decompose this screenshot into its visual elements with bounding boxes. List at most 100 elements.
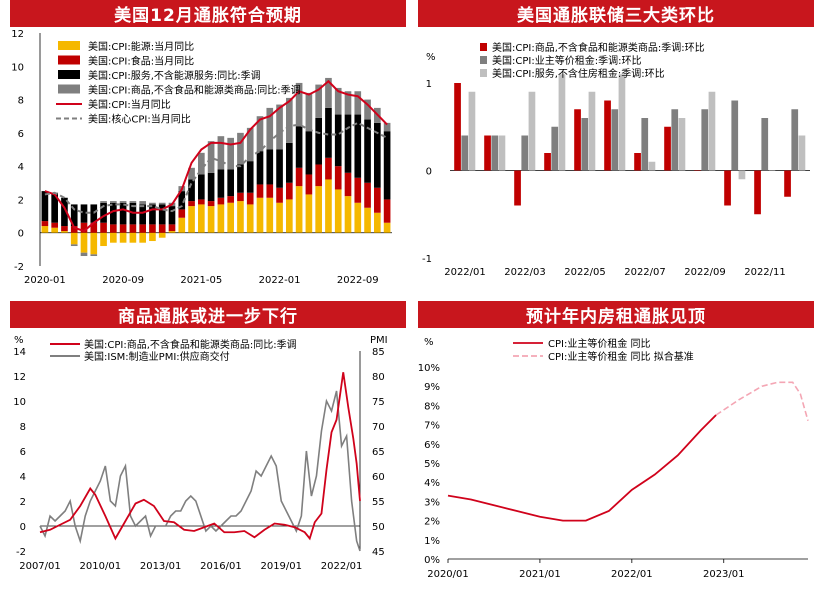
y-tick-label: 1 [426, 79, 432, 90]
legend-label: 美国:CPI:服务,不含能源服务:同比:季调 [88, 69, 261, 82]
food-bar [100, 222, 107, 233]
y-tick-label: 12 [13, 372, 26, 383]
energy-bar [90, 232, 98, 255]
food-bar [276, 187, 283, 203]
panel-goods-inflation: 商品通胀或进一步下行 % PMI -2 0 2 4 6 8 10 12 14 45 50 55 60 65 70… [0, 301, 406, 594]
x-tick-label: 2022-01 [259, 275, 301, 286]
food-bar [217, 197, 225, 205]
y-tick-label: 10% [418, 363, 440, 374]
oer-mom-bar [641, 118, 649, 171]
oer-mom-bar [791, 109, 799, 171]
energy-bar [41, 226, 49, 233]
x-tick-label: 2007/01 [19, 561, 61, 572]
energy-bar [286, 199, 293, 233]
food-bar [61, 226, 68, 232]
y2-axis-unit: PMI [370, 335, 388, 346]
food-bar [364, 182, 371, 208]
oer-mom-bar [761, 118, 769, 171]
panel-2-title: 美国通胀联储三大类环比 [418, 0, 814, 27]
services-bar [61, 197, 68, 227]
legend-label: 美国:CPI:当月同比 [88, 98, 171, 111]
x-tick-label: 2022/01 [444, 267, 486, 278]
core-goods-bar [246, 127, 254, 162]
core-cpi-yoy-line [44, 121, 388, 214]
legend-label: 美国:CPI:服务,不含住房租金:季调:环比 [492, 67, 665, 80]
energy-bar [237, 201, 244, 233]
energy-bar [178, 217, 186, 233]
services-ex-rent-mom-bar [558, 74, 566, 171]
oer-mom-bar [461, 135, 469, 171]
y-tick-label: 2 [18, 195, 24, 206]
energy-bar [305, 194, 313, 233]
core-goods-mom-bar [604, 100, 611, 171]
services-ex-rent-mom-bar [708, 91, 716, 171]
panel-4-title: 预计年内房租通胀见顶 [418, 301, 814, 328]
x-tick-label: 2022/01 [611, 569, 653, 580]
services-bar [139, 204, 146, 225]
oer-mom-bar [671, 109, 679, 171]
y-tick-label: 12 [11, 29, 24, 40]
services-ex-rent-mom-bar [678, 118, 686, 171]
y-tick-label: -2 [14, 262, 24, 273]
y2-tick-label: 45 [372, 547, 385, 558]
y-tick-label: 5% [424, 459, 440, 470]
services-bar [246, 161, 254, 193]
services-bar [344, 114, 352, 173]
oer-mom-bar [581, 118, 589, 171]
core-goods-mom-bar [634, 153, 641, 171]
services-ex-rent-mom-bar [528, 91, 536, 171]
food-bar [344, 172, 352, 197]
core-goods-mom-bar [484, 135, 491, 171]
core-goods-mom-bar [574, 109, 581, 171]
energy-bar [256, 197, 264, 233]
energy-bar [364, 207, 371, 233]
x-tick-label: 2022/11 [744, 267, 786, 278]
energy-bar [158, 232, 166, 238]
legend-label: 美国:CPI:商品,不含食品和能源类商品:同比:季调 [84, 338, 297, 351]
core-goods-bar [295, 82, 303, 127]
x-tick-label: 2020-01 [24, 275, 66, 286]
services-bar [149, 204, 156, 225]
services-bar [158, 204, 166, 225]
core-goods-bar [266, 107, 274, 150]
legend-label: 美国:核心CPI:当月同比 [88, 113, 191, 126]
energy-bar [198, 204, 205, 233]
energy-bar [325, 179, 332, 233]
services-ex-rent-mom-bar [738, 170, 746, 180]
y-tick-label: 8 [18, 96, 24, 107]
x-tick-label: 2021/01 [519, 569, 561, 580]
energy-bar [119, 232, 127, 243]
legend-swatch [480, 43, 487, 51]
services-ex-rent-mom-bar [798, 135, 806, 171]
y2-tick-label: 75 [372, 397, 385, 408]
core-goods-bar [149, 202, 156, 205]
chart-goods-inflation: % PMI -2 0 2 4 6 8 10 12 14 45 50 55 60 65 70 75 80 85 2007/… [13, 335, 388, 572]
core-goods-cpi-line [39, 372, 361, 541]
y2-tick-label: 85 [372, 347, 385, 358]
food-bar [266, 184, 274, 198]
oer-mom-bar [701, 109, 709, 171]
y-tick-label: 0 [18, 229, 24, 240]
energy-bar [129, 232, 137, 243]
energy-bar [207, 206, 215, 233]
services-bar [256, 151, 264, 185]
energy-bar [80, 232, 88, 253]
food-bar [139, 224, 146, 233]
core-goods-bar [237, 132, 244, 165]
services-bar [334, 114, 342, 167]
core-goods-bar [129, 201, 137, 203]
core-goods-bar [198, 152, 205, 175]
food-bar [51, 222, 58, 228]
y2-tick-label: 50 [372, 522, 385, 533]
services-ex-rent-mom-bar [648, 161, 656, 171]
energy-bar [110, 232, 117, 243]
legend-swatch [58, 41, 80, 50]
energy-bar [295, 186, 303, 233]
core-goods-mom-bar [544, 153, 551, 171]
cpi-yoy-line [44, 79, 388, 233]
food-bar [129, 224, 137, 233]
core-goods-mom-bar [514, 170, 521, 206]
energy-bar [315, 186, 322, 233]
services-bar [110, 202, 117, 225]
food-bar [374, 187, 381, 213]
